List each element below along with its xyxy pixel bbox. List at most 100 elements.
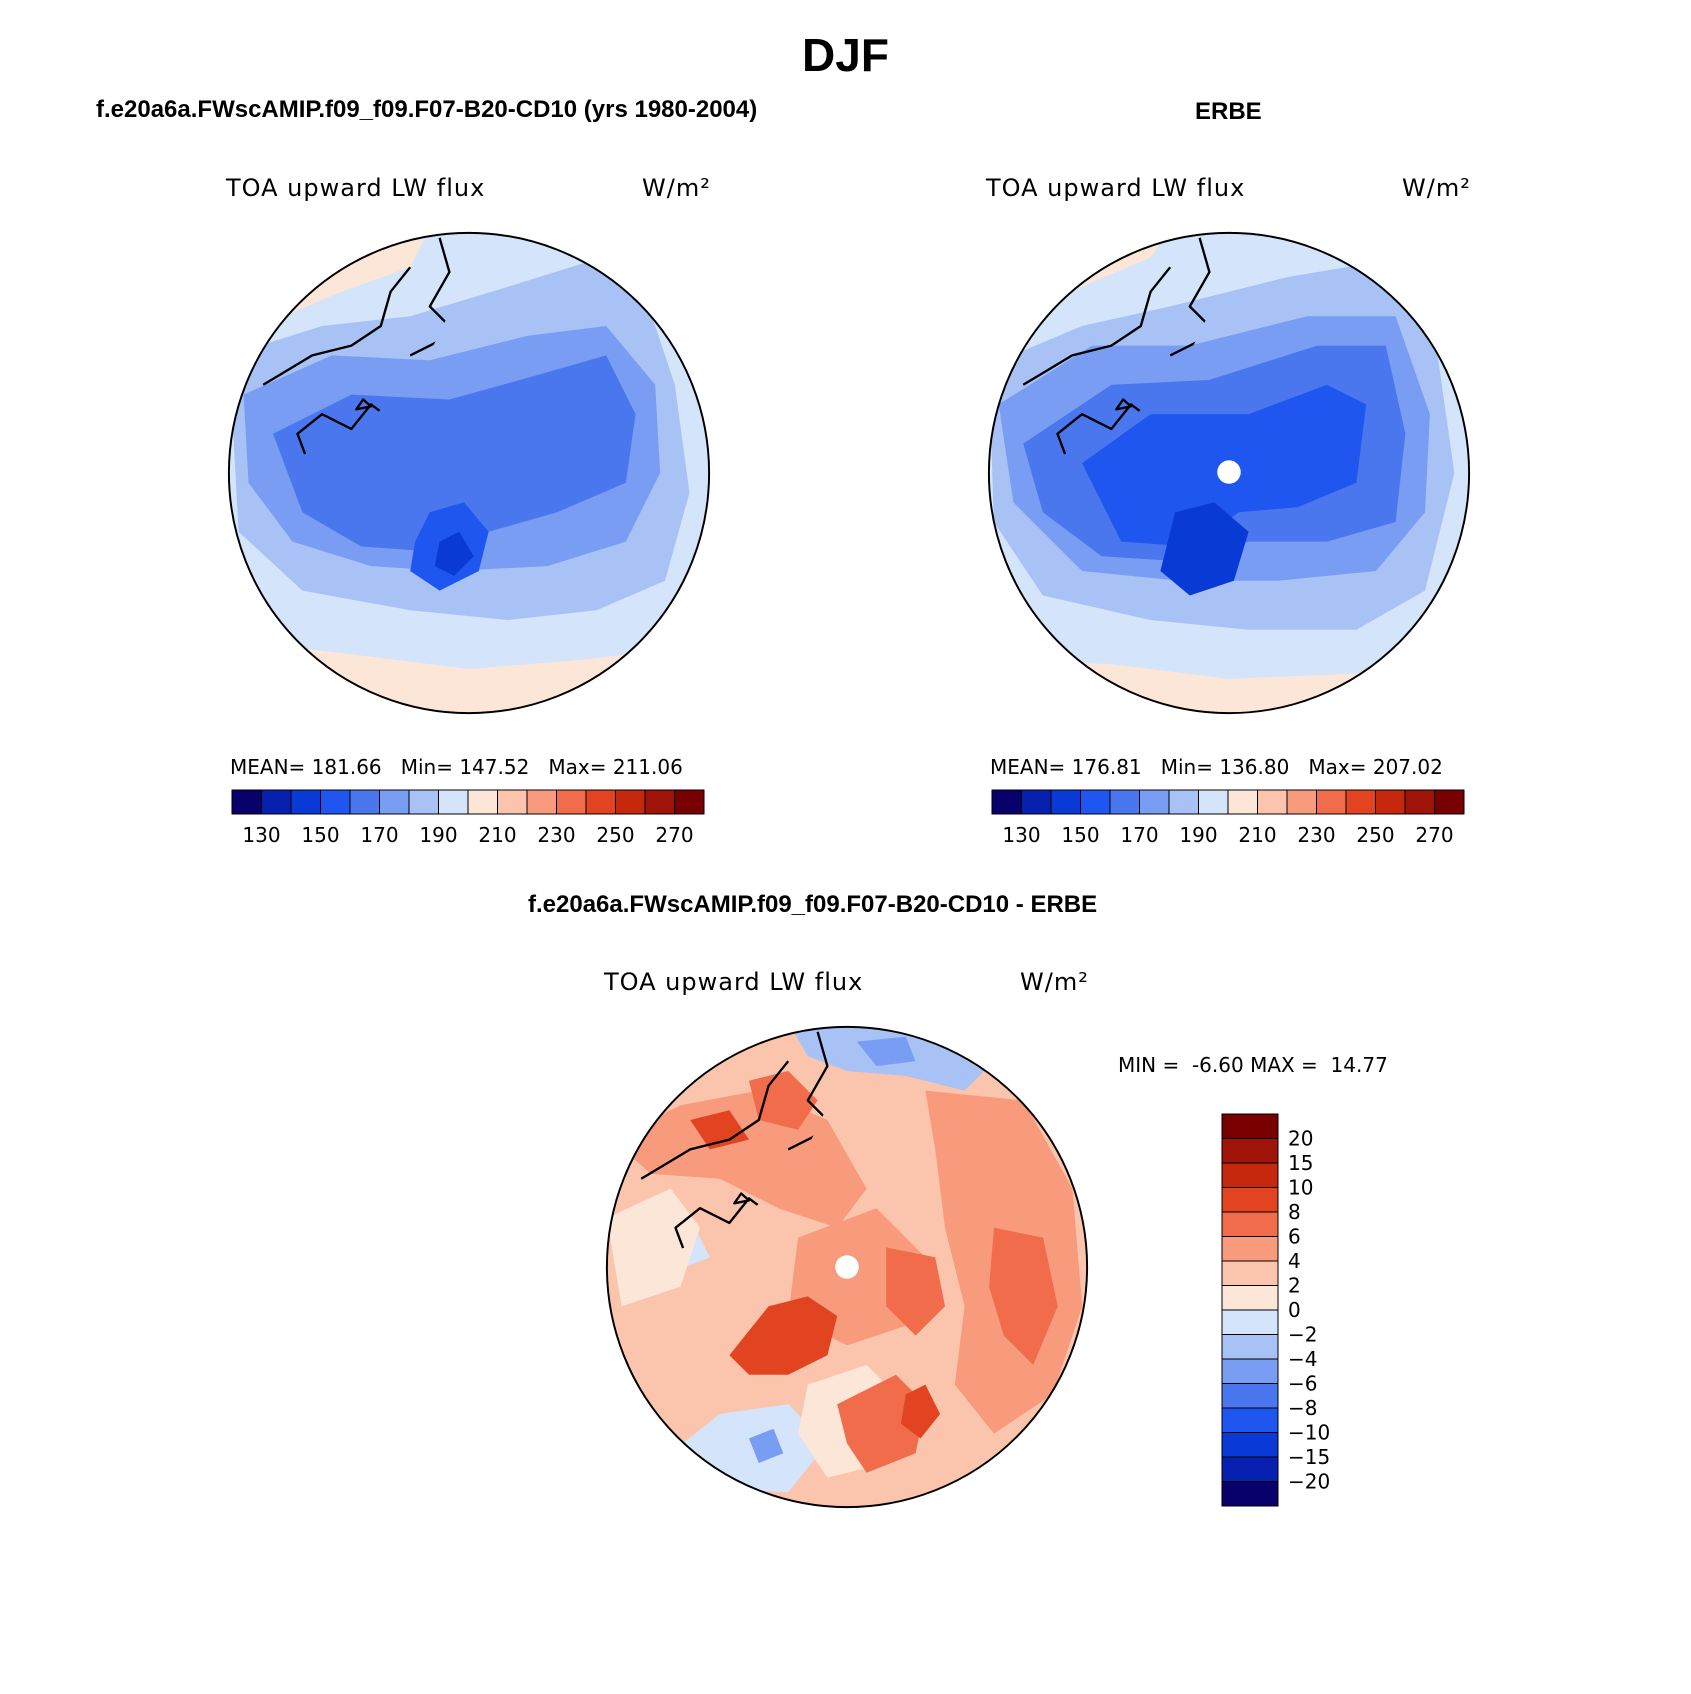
diff-colorbar-tick: 15	[1288, 1151, 1313, 1175]
diff-colorbar-tick: −6	[1288, 1372, 1317, 1396]
obs-max-label: Max=	[1308, 755, 1367, 779]
diff-max-value: 14.77	[1330, 1053, 1388, 1077]
diff-fill-deep-2	[690, 1110, 749, 1150]
diff-colorbar-tick: −4	[1288, 1347, 1317, 1371]
obs-colorbar-tick: 270	[1415, 823, 1453, 847]
diff-units-label: W/m²	[1020, 968, 1089, 996]
obs-min-label: Min=	[1160, 755, 1213, 779]
diff-colorbar-box	[1221, 1432, 1279, 1458]
obs-polar-map	[987, 231, 1471, 715]
diff-colorbar-box	[1221, 1211, 1279, 1237]
obs-colorbar-box	[1257, 789, 1288, 815]
diff-max-label: MAX =	[1250, 1053, 1318, 1077]
diff-fill-pale-w	[606, 1188, 700, 1307]
model-colorbar-tick: 190	[419, 823, 457, 847]
diff-colorbar-box	[1221, 1260, 1279, 1286]
diff-colorbar-box	[1221, 1481, 1279, 1507]
diff-colorbar-box	[1221, 1162, 1279, 1188]
obs-colorbar-tick: 190	[1179, 823, 1217, 847]
diff-colorbar-box	[1221, 1358, 1279, 1384]
diff-colorbar-box	[1221, 1138, 1279, 1164]
model-mean-label: MEAN=	[230, 755, 306, 779]
obs-panel-title: ERBE	[1195, 98, 1262, 125]
diff-colorbar-box	[1221, 1383, 1279, 1409]
diff-fill-strong-4	[837, 1374, 926, 1473]
obs-colorbar-box	[1109, 789, 1140, 815]
obs-colorbar: 130 150 170 190 210 230 250 270	[991, 789, 1465, 847]
model-colorbar-box	[379, 789, 410, 815]
diff-colorbar-tick: 8	[1288, 1200, 1301, 1224]
diff-panel-title: f.e20a6a.FWscAMIP.f09_f09.F07-B20-CD10 -…	[528, 891, 1098, 918]
diff-colorbar-tick: 20	[1288, 1127, 1313, 1151]
diff-colorbar-tick: −2	[1288, 1323, 1317, 1347]
obs-colorbar-box	[1168, 789, 1199, 815]
diff-min-label: MIN =	[1118, 1053, 1180, 1077]
obs-colorbar-box	[1434, 789, 1465, 815]
diff-fill-strong-1	[749, 1071, 818, 1130]
model-colorbar-box	[497, 789, 528, 815]
model-colorbar-tick: 250	[596, 823, 634, 847]
diff-colorbar-box	[1221, 1334, 1279, 1360]
diff-fill-blue-sw2	[749, 1428, 784, 1463]
diff-pole-hole	[835, 1255, 859, 1279]
model-colorbar-box	[467, 789, 498, 815]
diff-colorbar-box	[1221, 1113, 1279, 1139]
obs-pole-hole	[1217, 460, 1241, 484]
obs-colorbar-box	[1021, 789, 1052, 815]
diff-colorbar-tick: 6	[1288, 1225, 1301, 1249]
model-colorbar-box	[231, 789, 262, 815]
model-colorbar-tick: 230	[537, 823, 575, 847]
model-colorbar-tick: 210	[478, 823, 516, 847]
model-colorbar-box	[290, 789, 321, 815]
diff-fill-mid-1	[611, 1090, 867, 1228]
model-colorbar-box	[408, 789, 439, 815]
diff-fill-deep-1	[729, 1296, 838, 1375]
diff-stats: MIN = -6.60 MAX = 14.77	[1118, 1053, 1388, 1077]
diff-colorbar-tick: 4	[1288, 1249, 1301, 1273]
obs-units-label: W/m²	[1402, 174, 1471, 202]
obs-colorbar-tick: 130	[1002, 823, 1040, 847]
model-colorbar-tick: 130	[242, 823, 280, 847]
model-units-label: W/m²	[642, 174, 711, 202]
model-colorbar-box	[585, 789, 616, 815]
model-colorbar-box	[320, 789, 351, 815]
model-max-label: Max=	[548, 755, 607, 779]
diff-fill-strong-3	[886, 1247, 945, 1336]
obs-min-value: 136.80	[1219, 755, 1290, 779]
diff-fill-deep-3	[900, 1384, 941, 1439]
model-stats: MEAN= 181.66 Min= 147.52 Max= 211.06	[230, 755, 683, 779]
model-mean-value: 181.66	[311, 755, 382, 779]
diff-colorbar-tick: −20	[1288, 1470, 1330, 1494]
diff-colorbar-box	[1221, 1309, 1279, 1335]
model-colorbar-box	[615, 789, 646, 815]
obs-colorbar-tick: 150	[1061, 823, 1099, 847]
diff-fill-strong-2	[989, 1227, 1058, 1365]
obs-colorbar-tick: 210	[1238, 823, 1276, 847]
model-variable-label: TOA upward LW flux	[226, 174, 486, 202]
obs-max-value: 207.02	[1372, 755, 1443, 779]
obs-colorbar-box	[1050, 789, 1081, 815]
obs-colorbar-tick: 170	[1120, 823, 1158, 847]
obs-colorbar-box	[1080, 789, 1111, 815]
obs-stats: MEAN= 176.81 Min= 136.80 Max= 207.02	[990, 755, 1443, 779]
obs-colorbar-box	[1286, 789, 1317, 815]
diff-colorbar-tick: 10	[1288, 1176, 1313, 1200]
model-colorbar-box	[438, 789, 469, 815]
obs-colorbar-box	[1198, 789, 1229, 815]
obs-colorbar-box	[991, 789, 1022, 815]
model-colorbar-box	[644, 789, 675, 815]
obs-colorbar-box	[1404, 789, 1435, 815]
obs-colorbar-tick: 250	[1356, 823, 1394, 847]
obs-fill-l6	[1160, 502, 1249, 596]
model-colorbar-box	[556, 789, 587, 815]
diff-colorbar-tick: 2	[1288, 1274, 1301, 1298]
obs-colorbar-box	[1375, 789, 1406, 815]
diff-colorbar-box	[1221, 1187, 1279, 1213]
model-colorbar-box	[674, 789, 705, 815]
obs-variable-label: TOA upward LW flux	[986, 174, 1246, 202]
diff-fill-blue-n2	[856, 1036, 916, 1067]
obs-mean-value: 176.81	[1071, 755, 1142, 779]
diff-min-value: -6.60	[1191, 1053, 1244, 1077]
diff-colorbar-tick: −8	[1288, 1396, 1317, 1420]
